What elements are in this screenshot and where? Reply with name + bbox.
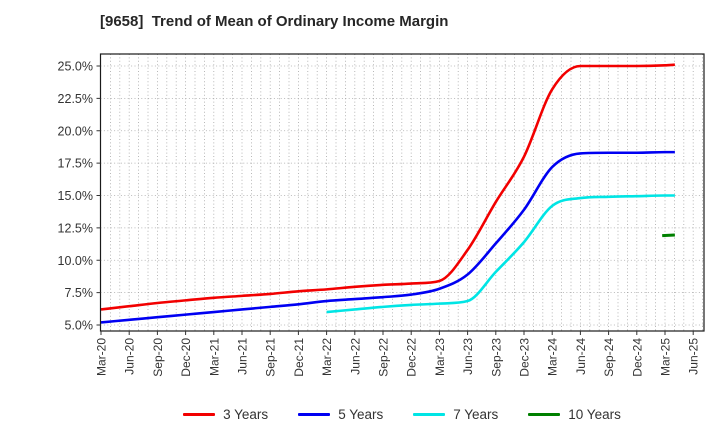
legend-swatch-10-years: [528, 412, 561, 416]
y-tick-label: 5.0%: [65, 319, 94, 333]
series-line-10-years: [662, 233, 675, 238]
legend-label-10-years: 10 Years: [568, 406, 621, 422]
x-tick-label: Dec-20: [179, 338, 193, 377]
y-tick-label: 20.0%: [58, 124, 93, 138]
series-line-3-years: [100, 63, 675, 311]
legend-item-5-years: 5 Years: [298, 407, 383, 422]
series-line-5-years: [100, 150, 675, 324]
x-tick-label: Jun-25: [687, 338, 701, 375]
x-tick-label: Jun-21: [236, 338, 250, 375]
x-tick-label: Mar-23: [433, 338, 447, 376]
x-tick-label: Sep-23: [489, 338, 503, 377]
legend: 3 Years 5 Years 7 Years 10 Years: [100, 403, 704, 425]
x-tick-label: Sep-21: [264, 338, 278, 377]
y-tick-label: 22.5%: [58, 92, 93, 106]
series-line-7-years: [326, 194, 675, 314]
x-tick-label: Mar-22: [320, 338, 334, 376]
legend-swatch-5-years: [298, 412, 331, 416]
x-tick-label: Dec-23: [518, 338, 532, 377]
x-tick-label: Sep-24: [602, 338, 616, 377]
x-tick-label: Mar-21: [207, 338, 221, 376]
legend-label-3-years: 3 Years: [223, 406, 269, 422]
legend-item-10-years: 10 Years: [528, 407, 621, 422]
x-tick-label: Sep-22: [377, 338, 391, 377]
y-tick-label: 25.0%: [58, 60, 93, 74]
x-tick-label: Mar-24: [546, 338, 560, 376]
gridlines: [100, 54, 704, 331]
legend-item-7-years: 7 Years: [413, 407, 498, 422]
legend-label-5-years: 5 Years: [338, 406, 384, 422]
x-tick-label: Dec-22: [405, 338, 419, 377]
x-tick-label: Jun-22: [348, 338, 362, 375]
y-tick-label: 17.5%: [58, 157, 93, 171]
x-tick-label: Dec-24: [630, 338, 644, 377]
y-tick-label: 10.0%: [58, 254, 93, 268]
x-tick-label: Mar-25: [659, 338, 673, 376]
plot-border: [99, 53, 705, 332]
legend-item-3-years: 3 Years: [183, 407, 268, 422]
y-tick-label: 12.5%: [58, 221, 93, 235]
chart-title: [9658] Trend of Mean of Ordinary Income …: [100, 13, 449, 30]
legend-swatch-3-years: [183, 412, 216, 416]
tick-marks: [96, 65, 694, 335]
x-tick-label: Dec-21: [292, 338, 306, 377]
y-tick-label: 7.5%: [65, 286, 94, 300]
legend-label-7-years: 7 Years: [453, 406, 499, 422]
x-tick-label: Sep-20: [151, 338, 165, 377]
legend-swatch-7-years: [413, 412, 446, 416]
x-tick-label: Mar-20: [95, 338, 109, 376]
y-tick-label: 15.0%: [58, 189, 93, 203]
x-tick-label: Jun-23: [461, 338, 475, 375]
x-tick-label: Jun-20: [123, 338, 137, 375]
x-tick-label: Jun-24: [574, 338, 588, 375]
